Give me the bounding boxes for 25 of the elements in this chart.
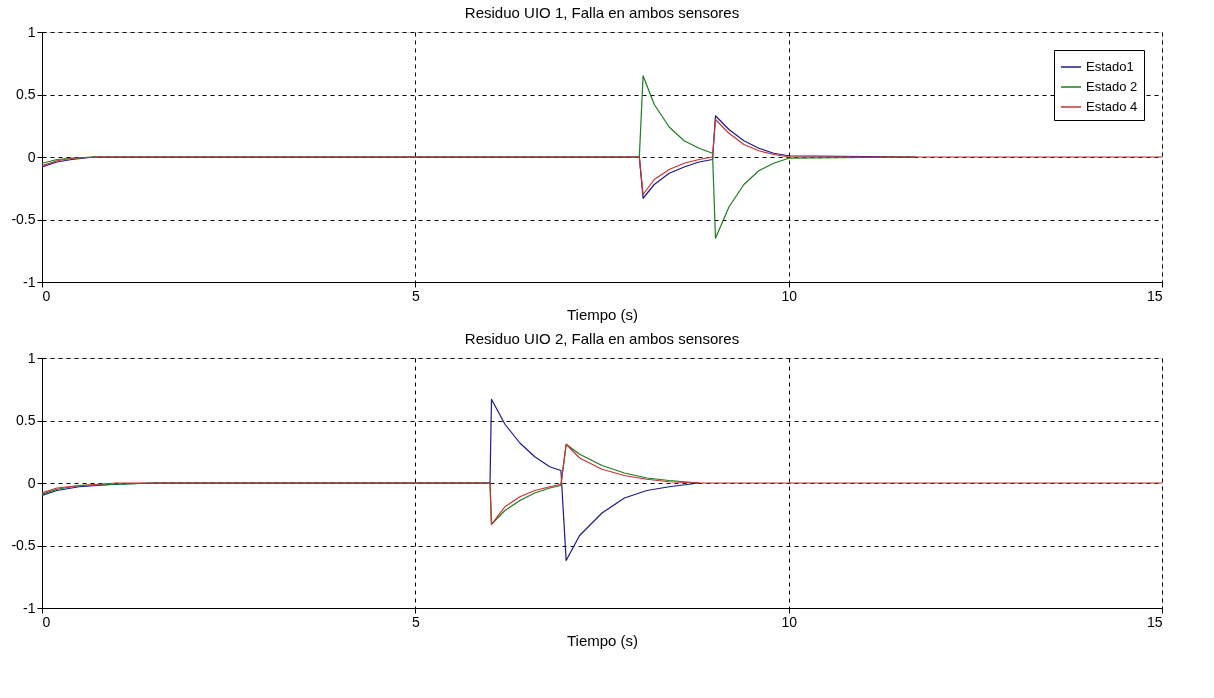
x-axis-title: Tiempo (s) [566, 631, 639, 649]
chart-title: Residuo UIO 2, Falla en ambos sensores [464, 330, 740, 347]
x-tick-label: 10 [781, 287, 798, 304]
y-tick-label: -0.5 [11, 537, 36, 553]
x-tick-label: 15 [1146, 613, 1163, 630]
x-axis-title: Tiempo (s) [566, 305, 639, 323]
y-tick-label: -0.5 [11, 211, 36, 227]
y-tick-label: 0.5 [16, 86, 36, 102]
x-tick-label: 0 [42, 613, 51, 630]
x-tick-label: 5 [411, 287, 420, 304]
y-tick-label: -1 [23, 599, 36, 616]
y-tick-label: 1 [27, 23, 36, 40]
legend-label: Estado 2 [1086, 79, 1138, 94]
y-tick-label: 1 [27, 349, 36, 366]
y-tick-label: -1 [23, 273, 36, 290]
x-tick-label: 0 [42, 287, 51, 304]
y-tick-label: 0 [27, 474, 36, 491]
x-tick-label: 10 [781, 613, 798, 630]
legend-label: Estado 4 [1086, 99, 1138, 114]
x-tick-label: 15 [1146, 287, 1163, 304]
chart-title: Residuo UIO 1, Falla en ambos sensores [464, 4, 740, 21]
y-tick-label: 0 [27, 148, 36, 165]
y-tick-label: 0.5 [16, 412, 36, 428]
x-tick-label: 5 [411, 613, 420, 630]
legend-label: Estado1 [1086, 59, 1134, 74]
